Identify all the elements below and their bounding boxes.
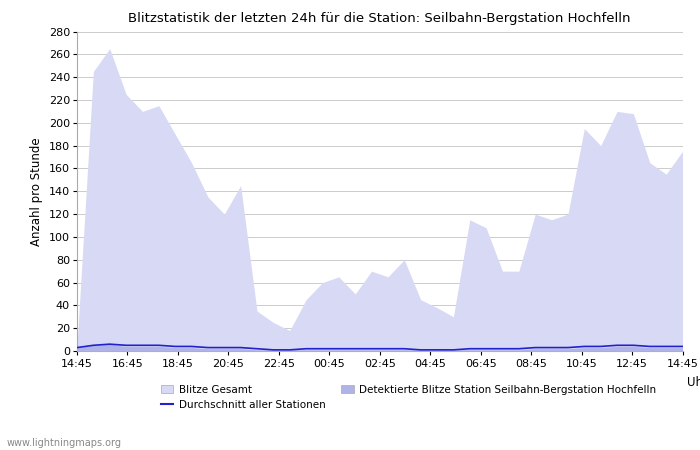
Title: Blitzstatistik der letzten 24h für die Station: Seilbahn-Bergstation Hochfelln: Blitzstatistik der letzten 24h für die S… [129,12,631,25]
Y-axis label: Anzahl pro Stunde: Anzahl pro Stunde [30,137,43,246]
Text: www.lightningmaps.org: www.lightningmaps.org [7,438,122,448]
Legend: Blitze Gesamt, Durchschnitt aller Stationen, Detektierte Blitze Station Seilbahn: Blitze Gesamt, Durchschnitt aller Statio… [161,385,656,410]
Text: Uhrzeit: Uhrzeit [687,376,700,389]
